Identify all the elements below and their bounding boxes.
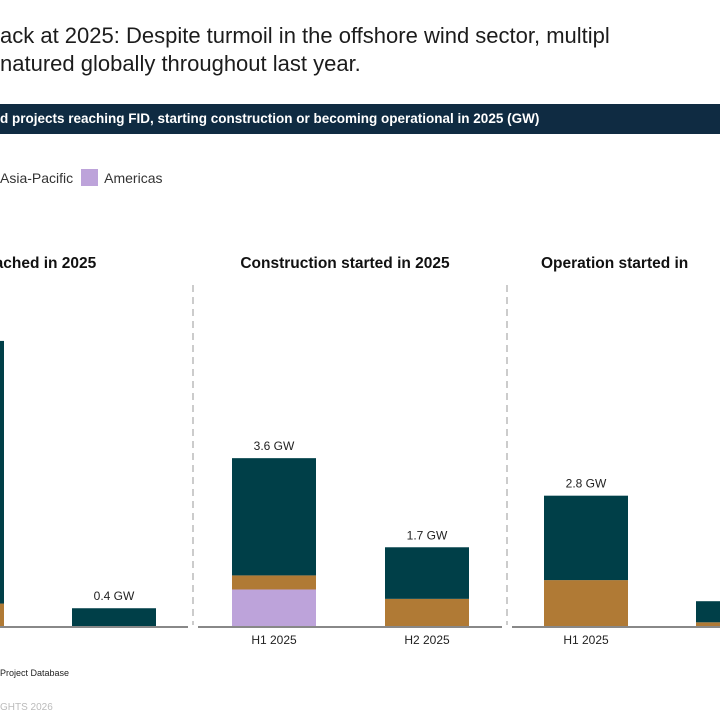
bar-segment xyxy=(0,603,4,627)
bar-segment xyxy=(232,575,316,590)
panel-title-fid: eached in 2025 xyxy=(0,255,97,272)
data-label: 0.4 GW xyxy=(94,589,135,603)
bar-segment xyxy=(544,495,628,581)
bar-segment xyxy=(696,601,720,623)
bar-segment xyxy=(232,458,316,576)
x-tick-label: H1 2025 xyxy=(251,633,297,647)
bar-segment xyxy=(72,608,156,627)
data-label: 3.6 GW xyxy=(254,439,295,453)
bar-segment xyxy=(385,547,469,599)
source-note: Project Database xyxy=(0,668,70,678)
panel-title-operation: Operation started in xyxy=(541,255,688,272)
data-label: 2.8 GW xyxy=(566,477,607,491)
panel-title-construction: Construction started in 2025 xyxy=(240,255,450,272)
legend-label-asia-pacific: Asia-Pacific xyxy=(0,169,74,186)
bar-segment xyxy=(385,598,469,627)
bar-segment xyxy=(696,622,720,627)
x-tick-label: H1 2025 xyxy=(563,633,609,647)
chart-title-line-1: ack at 2025: Despite turmoil in the offs… xyxy=(0,23,610,48)
bar-segment xyxy=(232,589,316,627)
copyright-note: GHTS 2026 xyxy=(0,702,53,713)
legend-label-americas: Americas xyxy=(104,169,163,186)
bar-segment xyxy=(544,580,628,627)
chart-title-line-2: natured globally throughout last year. xyxy=(0,51,361,76)
chart-subtitle: d projects reaching FID, starting constr… xyxy=(0,111,540,126)
legend: Asia-Pacific Americas xyxy=(0,169,163,186)
bar-segment xyxy=(0,340,4,604)
x-tick-label: H2 2025 xyxy=(404,633,450,647)
data-label: 1.7 GW xyxy=(407,528,448,542)
legend-swatch-americas xyxy=(81,169,99,186)
chart-subtitle-bar: d projects reaching FID, starting constr… xyxy=(0,104,720,134)
